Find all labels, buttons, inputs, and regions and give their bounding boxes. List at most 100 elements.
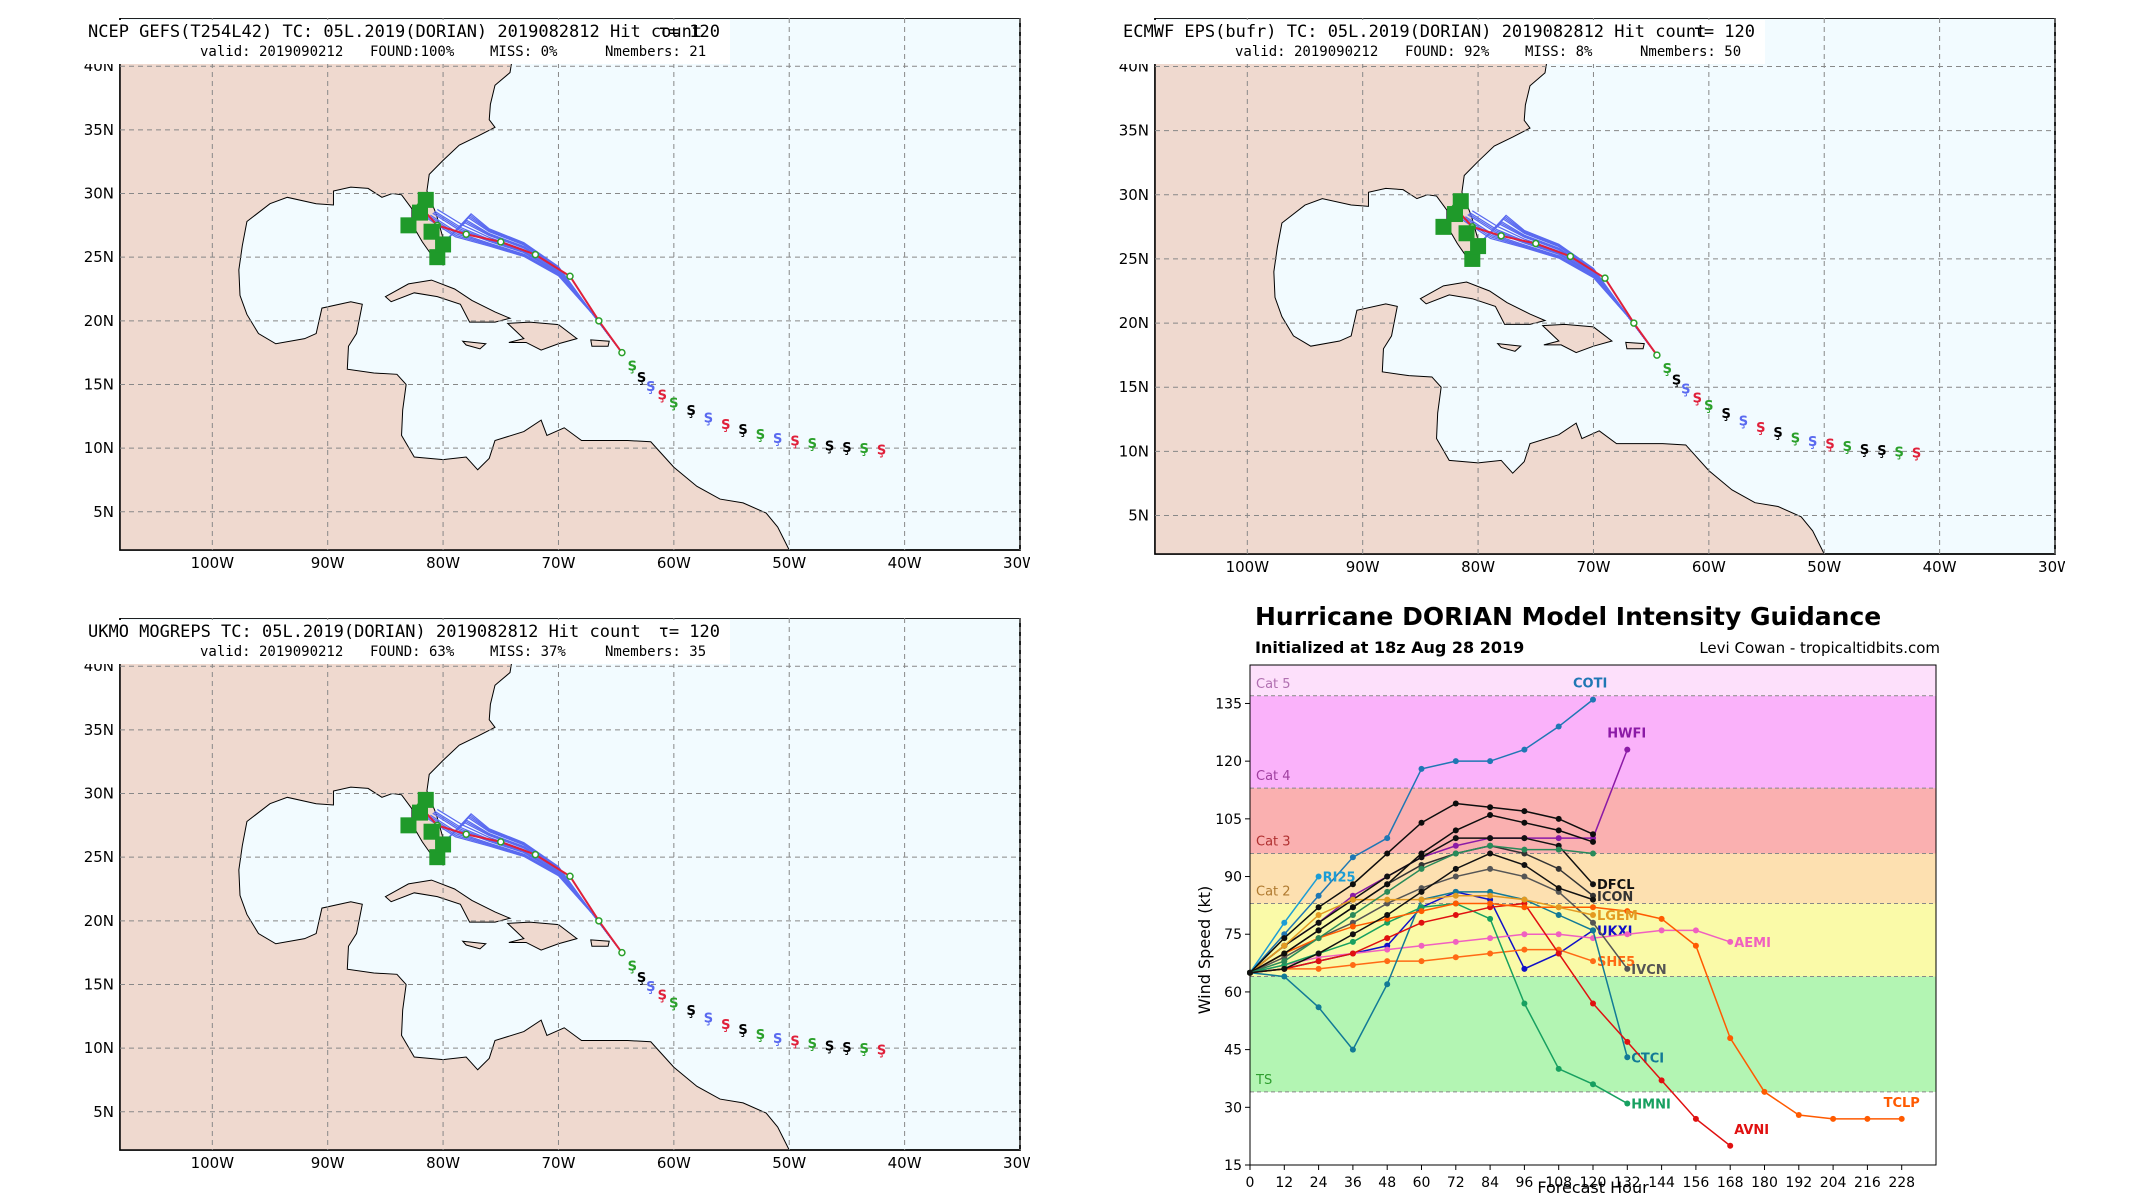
lon-tick-label: 70W	[1577, 558, 1611, 574]
series-point	[1590, 904, 1596, 911]
series-tclp: TCLP	[1247, 900, 1920, 1122]
map-stat: valid: 2019090212	[1235, 44, 1378, 60]
history-symbol: Ş	[790, 1035, 799, 1050]
series-point	[1624, 746, 1631, 753]
ensemble-track	[1482, 214, 1658, 356]
series-point	[1418, 765, 1425, 772]
lon-tick-label: 100W	[1226, 558, 1270, 574]
track-point	[595, 917, 603, 925]
lon-tick-label: 80W	[426, 1154, 460, 1170]
history-symbol: Ş	[1895, 445, 1904, 460]
series-point	[1590, 881, 1596, 888]
history-symbol: Ş	[738, 1023, 747, 1038]
history-symbol: Ş	[1681, 383, 1690, 398]
series-point	[1487, 865, 1494, 872]
intensity-chart: Hurricane DORIAN Model Intensity Guidanc…	[1195, 602, 1940, 1197]
lat-tick-label: 5N	[1128, 507, 1149, 525]
series-point	[1521, 846, 1528, 853]
history-symbol: Ş	[628, 359, 637, 374]
series-point	[1590, 1081, 1596, 1088]
track-point	[618, 348, 626, 357]
lon-tick-label: 40W	[1923, 558, 1957, 574]
history-symbol: Ş	[704, 412, 713, 427]
series-point	[1624, 931, 1631, 938]
category-band	[1250, 695, 1936, 789]
map-title-box	[80, 20, 730, 64]
lon-tick-label: 40W	[888, 1154, 922, 1170]
hit-count-squares	[400, 791, 452, 866]
hit-square	[412, 204, 428, 221]
track-point	[1630, 319, 1638, 327]
history-symbol: Ş	[1704, 399, 1713, 414]
series-aemi: AEMI	[1247, 927, 1771, 976]
x-tick-label: 60	[1413, 1175, 1431, 1191]
category-label: Cat 5	[1256, 677, 1291, 692]
history-symbol: Ş	[646, 980, 655, 995]
series-point	[1521, 904, 1528, 911]
series-point	[1384, 981, 1391, 988]
hit-square	[429, 249, 446, 266]
map-stat: MISS: 0%	[490, 44, 558, 60]
history-symbol: Ş	[808, 1037, 817, 1052]
mean-track	[419, 805, 623, 954]
x-tick-label: 168	[1717, 1175, 1744, 1191]
series-point	[1487, 935, 1494, 942]
x-tick-label: 120	[1580, 1175, 1607, 1191]
map-frame	[1154, 17, 2056, 555]
series-point	[1590, 1000, 1596, 1007]
chart-credit: Levi Cowan - tropicaltidbits.com	[1699, 639, 1940, 657]
history-symbol: Ş	[756, 428, 765, 443]
history-symbol: Ş	[1860, 443, 1869, 458]
history-symbol: Ş	[808, 437, 817, 452]
series-point	[1487, 900, 1494, 907]
series-point	[1452, 900, 1459, 907]
lat-tick-label: 10N	[84, 439, 114, 457]
series-point	[1555, 846, 1562, 853]
lat-tick-label: 25N	[1119, 250, 1149, 268]
series-point	[1247, 969, 1253, 976]
series-point	[1349, 904, 1356, 911]
series-label: IVCN	[1631, 963, 1666, 978]
series-point	[1281, 950, 1288, 957]
map-stat: FOUND: 63%	[370, 644, 455, 660]
map-svg-ukmo: 100W 90W 80W 70W 60W 50W 40W 30W40N35N30N25N20N…	[80, 617, 1037, 1172]
map-stat: valid: 2019090212	[200, 644, 343, 660]
series-label: AEMI	[1734, 936, 1771, 951]
history-symbol: Ş	[1843, 440, 1852, 455]
series-point	[1349, 1046, 1356, 1053]
map-title-box	[80, 620, 730, 664]
lat-tick-label: 35N	[84, 721, 114, 739]
series-avni: AVNI	[1247, 900, 1769, 1149]
series-point	[1830, 1115, 1837, 1122]
series-label: ICON	[1597, 890, 1633, 905]
series-line	[1249, 902, 1902, 1120]
history-symbol: Ş	[1877, 444, 1886, 459]
lat-tick-label: 30N	[84, 785, 114, 803]
series-point	[1727, 1142, 1734, 1149]
series-coti: COTI	[1247, 677, 1607, 976]
series-point	[1692, 927, 1699, 934]
series-point	[1555, 723, 1562, 730]
series-point	[1521, 819, 1528, 826]
track-point	[618, 948, 626, 957]
series-label: HWFI	[1607, 727, 1646, 742]
series-point	[1590, 927, 1596, 934]
series-point	[1452, 850, 1459, 857]
lon-tick-label: 80W	[1461, 558, 1495, 574]
series-point	[1349, 923, 1356, 930]
series-point	[1452, 827, 1459, 834]
series-point	[1384, 888, 1391, 895]
y-tick-label: 45	[1224, 1043, 1242, 1059]
y-tick-label: 30	[1224, 1100, 1242, 1116]
island	[590, 339, 610, 347]
hit-square	[429, 849, 446, 866]
series-point	[1624, 1100, 1631, 1107]
series-point	[1624, 1038, 1631, 1045]
series-point	[1452, 938, 1459, 945]
series-point	[1315, 873, 1322, 880]
series-point	[1418, 942, 1425, 949]
hit-square	[423, 223, 440, 240]
chart-title: Hurricane DORIAN Model Intensity Guidanc…	[1255, 602, 1881, 631]
series-label: DFCL	[1597, 878, 1635, 893]
